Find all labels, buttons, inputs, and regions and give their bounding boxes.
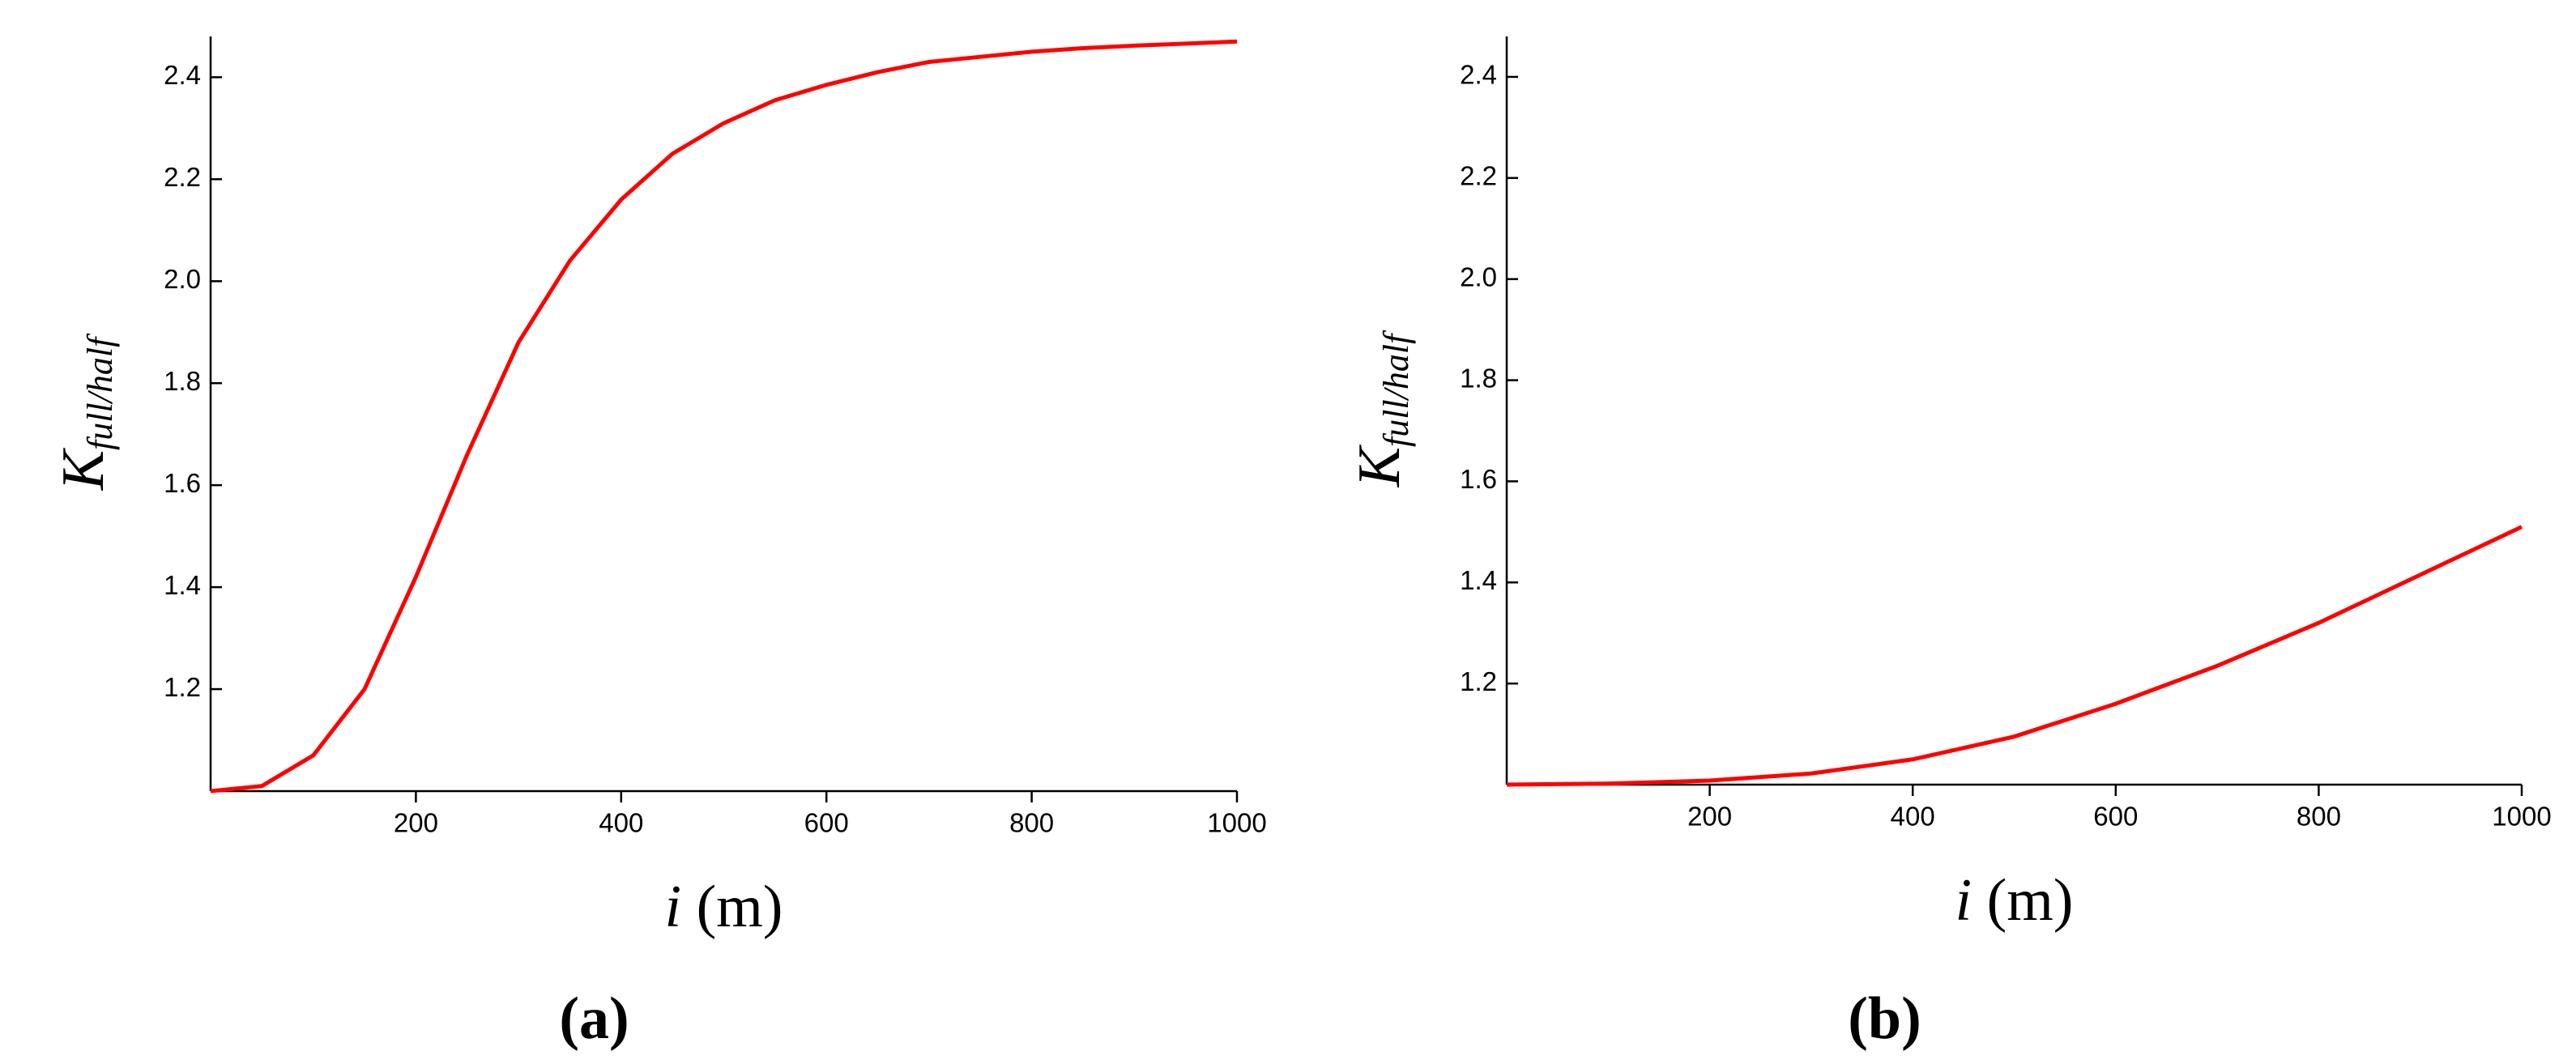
x-label-unit: (m)	[1987, 867, 2074, 934]
x-label-var: i	[1955, 867, 1973, 934]
x-label-space	[1972, 867, 1987, 934]
x-tick-label: 200	[1687, 802, 1732, 832]
panel-label: (b)	[1848, 985, 1921, 1052]
y-tick-label: 1.2	[1460, 666, 1497, 696]
y-tick-label: 1.4	[164, 570, 201, 600]
y-label-sub: full/half	[80, 333, 120, 450]
x-axis-label: i (m)	[665, 874, 783, 940]
x-label-var: i	[665, 874, 682, 940]
x-tick-label: 200	[394, 808, 438, 838]
y-tick-label: 2.2	[164, 162, 201, 192]
x-label-space	[681, 874, 697, 940]
x-tick-label: 400	[599, 808, 643, 838]
x-tick-label: 600	[2093, 802, 2138, 832]
x-tick-label: 1000	[2492, 802, 2551, 832]
y-tick-label: 1.6	[1460, 464, 1497, 494]
y-axis-label: Kfull/half	[1346, 330, 1416, 487]
x-tick-label: 1000	[1207, 808, 1266, 838]
y-tick-label: 1.4	[1460, 565, 1497, 595]
y-axis-label: Kfull/half	[50, 333, 120, 491]
x-tick-label: 800	[1009, 808, 1054, 838]
y-label-sub: full/half	[1376, 330, 1416, 447]
y-tick-label: 2.4	[164, 60, 201, 90]
panel-label: (a)	[559, 985, 629, 1052]
y-tick-label: 1.6	[164, 468, 201, 498]
y-tick-label: 2.2	[1460, 161, 1497, 191]
x-tick-label: 800	[2297, 802, 2341, 832]
data-line	[210, 39, 1238, 794]
y-label-var: K	[50, 447, 117, 491]
y-tick-label: 2.0	[1460, 262, 1497, 292]
y-tick-label: 2.4	[1460, 60, 1497, 90]
x-tick-label: 600	[804, 808, 849, 838]
data-line	[1506, 525, 2523, 787]
y-label-var: K	[1346, 444, 1413, 487]
x-label-unit: (m)	[697, 874, 783, 940]
y-tick-label: 1.8	[164, 366, 201, 396]
x-tick-label: 400	[1891, 802, 1935, 832]
y-tick-label: 1.2	[164, 672, 201, 702]
x-axis-label: i (m)	[1955, 867, 2074, 934]
y-tick-label: 2.0	[164, 264, 201, 294]
y-tick-label: 1.8	[1460, 363, 1497, 393]
